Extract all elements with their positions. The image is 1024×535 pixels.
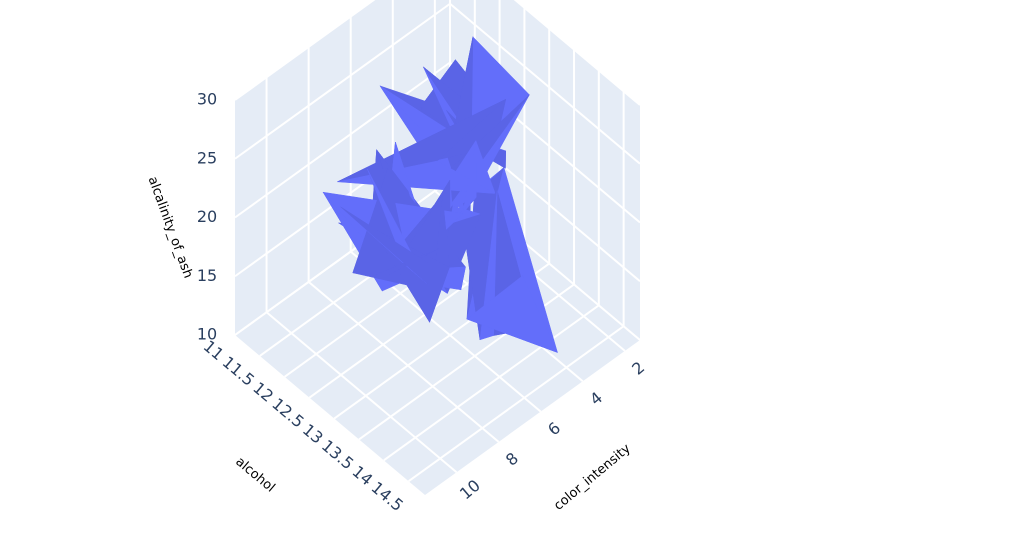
z-tick-label: 25 — [197, 148, 217, 167]
grid-line — [513, 0, 641, 106]
grid-line — [408, 325, 625, 483]
grid-line — [234, 0, 376, 101]
mesh — [322, 36, 558, 353]
z-tick-label: 15 — [197, 266, 217, 285]
x-tick-label: 12.5 — [268, 394, 308, 431]
y-tick-label: 10 — [456, 476, 484, 504]
y-axis-title: color_intensity — [551, 441, 634, 514]
grid-line — [307, 281, 500, 443]
wall-alcohol — [235, 0, 450, 335]
x-tick-label: 14.5 — [368, 478, 408, 515]
mesh-face — [340, 206, 429, 285]
mesh-face — [466, 275, 558, 353]
z-tick-label: 20 — [197, 207, 217, 226]
grid-line — [265, 311, 458, 474]
y-tick-label: 4 — [586, 388, 606, 409]
y-tick-label: 8 — [502, 449, 522, 470]
z-tick-label: 10 — [197, 325, 217, 344]
z-tick-label: 30 — [197, 90, 217, 109]
grid — [234, 0, 641, 483]
y-tick-label: 6 — [544, 418, 564, 439]
grid-line — [383, 304, 600, 462]
grid-line — [449, 2, 641, 165]
z-axis-title: alcalinity_of_ash — [145, 175, 196, 281]
y-tick-label: 2 — [628, 358, 648, 379]
grid-line — [234, 61, 451, 219]
grid-line — [234, 2, 451, 160]
x-axis-title: alcohol — [232, 454, 277, 495]
x-tick-label: 13.5 — [318, 436, 358, 473]
x-tick-label: 11.5 — [219, 352, 259, 389]
